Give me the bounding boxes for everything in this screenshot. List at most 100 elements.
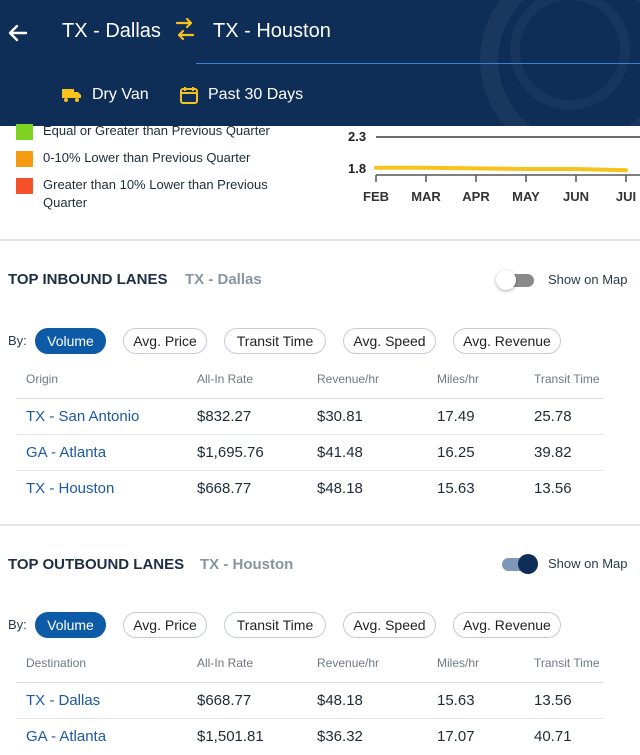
period-label: Past 30 Days xyxy=(208,86,304,103)
destination-market[interactable]: TX - Houston xyxy=(213,20,331,42)
column-header-rate[interactable]: All-In Rate xyxy=(197,372,254,386)
rate-trend-svg: 2.3 1.8 FEB MAR APR MAY JUN JUI xyxy=(348,129,640,204)
column-header-transit[interactable]: Transit Time xyxy=(534,656,600,670)
outbound-title: TOP OUTBOUND LANES xyxy=(8,556,185,573)
column-header-rate[interactable]: All-In Rate xyxy=(197,656,254,670)
column-header-transit[interactable]: Transit Time xyxy=(534,372,600,386)
legend-swatch xyxy=(16,178,33,194)
cell-miles: 15.63 xyxy=(437,692,475,709)
x-tick-label: MAR xyxy=(411,189,441,204)
column-header-destination[interactable]: Destination xyxy=(26,656,87,670)
legend-item-red: Greater than 10% Lower than Previous Qua… xyxy=(16,176,306,212)
lane-link[interactable]: TX - Dallas xyxy=(26,692,101,709)
x-tick-label: FEB xyxy=(363,189,389,204)
cell-revenue: $30.81 xyxy=(317,408,363,425)
cell-revenue: $36.32 xyxy=(317,728,363,745)
header-decoration-inner xyxy=(510,0,630,110)
origin-market[interactable]: TX - Dallas xyxy=(62,20,161,42)
section-divider xyxy=(0,524,640,526)
inbound-chip-transit-time[interactable]: Transit Time xyxy=(224,328,326,354)
outbound-map-toggle[interactable] xyxy=(498,554,538,574)
color-legend: Equal or Greater than Previous Quarter 0… xyxy=(16,122,306,221)
inbound-toggle-label: Show on Map xyxy=(548,272,628,287)
inbound-by-label: By: xyxy=(8,333,27,348)
column-header-miles[interactable]: Miles/hr xyxy=(437,656,480,670)
table-header: Origin All-In Rate Revenue/hr Miles/hr T… xyxy=(16,363,604,399)
cell-transit: 25.78 xyxy=(534,408,572,425)
equipment-label: Dry Van xyxy=(92,86,149,103)
outbound-toggle-label: Show on Map xyxy=(548,556,628,571)
section-divider xyxy=(0,239,640,241)
inbound-map-toggle[interactable] xyxy=(496,270,536,290)
y-tick-label: 1.8 xyxy=(348,161,366,176)
table-row[interactable]: GA - Atlanta $1,501.81 $36.32 17.07 40.7… xyxy=(16,719,604,755)
toggle-knob xyxy=(496,270,516,290)
table-row[interactable]: TX - Houston $668.77 $48.18 15.63 13.56 xyxy=(16,471,604,507)
inbound-title: TOP INBOUND LANES xyxy=(8,271,168,288)
legend-swatch xyxy=(16,151,33,167)
outbound-by-label: By: xyxy=(8,617,27,632)
cell-miles: 16.25 xyxy=(437,444,475,461)
calendar-icon xyxy=(180,87,198,104)
outbound-chip-avg-price[interactable]: Avg. Price xyxy=(123,612,207,638)
lane-link[interactable]: GA - Atlanta xyxy=(26,728,107,745)
outbound-chip-transit-time[interactable]: Transit Time xyxy=(224,612,326,638)
cell-rate: $668.77 xyxy=(197,480,252,497)
x-tick-label: MAY xyxy=(512,189,540,204)
inbound-subtitle: TX - Dallas xyxy=(185,271,262,288)
table-row[interactable]: TX - Dallas $668.77 $48.18 15.63 13.56 xyxy=(16,683,604,719)
outbound-chip-avg-revenue[interactable]: Avg. Revenue xyxy=(453,612,561,638)
series-line xyxy=(374,165,628,173)
cell-revenue: $41.48 xyxy=(317,444,363,461)
cell-miles: 17.07 xyxy=(437,728,475,745)
column-header-revenue[interactable]: Revenue/hr xyxy=(317,656,380,670)
outbound-subtitle: TX - Houston xyxy=(200,556,294,573)
column-header-miles[interactable]: Miles/hr xyxy=(437,372,480,386)
legend-label: Equal or Greater than Previous Quarter xyxy=(43,123,270,138)
cell-transit: 13.56 xyxy=(534,692,572,709)
app-header: TX - Dallas TX - Houston Dry Van Past 30… xyxy=(0,0,640,126)
lane-link[interactable]: GA - Atlanta xyxy=(26,444,107,461)
lane-link[interactable]: TX - San Antonio xyxy=(26,408,140,425)
legend-swatch xyxy=(16,124,33,140)
inbound-table: Origin All-In Rate Revenue/hr Miles/hr T… xyxy=(16,363,604,507)
cell-revenue: $48.18 xyxy=(317,692,363,709)
cell-transit: 13.56 xyxy=(534,480,572,497)
lane-link[interactable]: TX - Houston xyxy=(26,480,115,497)
inbound-chip-avg-revenue[interactable]: Avg. Revenue xyxy=(453,328,561,354)
table-row[interactable]: TX - San Antonio $832.27 $30.81 17.49 25… xyxy=(16,399,604,435)
back-arrow-icon[interactable] xyxy=(6,18,30,48)
y-tick-label: 2.3 xyxy=(348,129,366,144)
inbound-chip-avg-speed[interactable]: Avg. Speed xyxy=(343,328,436,354)
cell-rate: $1,695.76 xyxy=(197,444,264,461)
outbound-chip-volume[interactable]: Volume xyxy=(35,612,106,638)
legend-item-orange: 0-10% Lower than Previous Quarter xyxy=(16,149,306,167)
table-header: Destination All-In Rate Revenue/hr Miles… xyxy=(16,647,604,683)
truck-icon xyxy=(62,89,81,102)
cell-rate: $1,501.81 xyxy=(197,728,264,745)
x-tick-label: JUN xyxy=(563,189,589,204)
cell-miles: 15.63 xyxy=(437,480,475,497)
cell-transit: 40.71 xyxy=(534,728,572,745)
table-row[interactable]: GA - Atlanta $1,695.76 $41.48 16.25 39.8… xyxy=(16,435,604,471)
rate-trend-chart: 2.3 1.8 FEB MAR APR MAY JUN JUI xyxy=(340,122,640,222)
outbound-chip-avg-speed[interactable]: Avg. Speed xyxy=(343,612,436,638)
swap-lanes-icon[interactable] xyxy=(172,16,198,42)
toggle-knob xyxy=(518,554,538,574)
cell-miles: 17.49 xyxy=(437,408,475,425)
x-tick-label: APR xyxy=(462,189,490,204)
cell-transit: 39.82 xyxy=(534,444,572,461)
column-header-origin[interactable]: Origin xyxy=(26,372,59,386)
equipment-filter[interactable]: Dry Van xyxy=(62,86,149,104)
cell-revenue: $48.18 xyxy=(317,480,363,497)
column-header-revenue[interactable]: Revenue/hr xyxy=(317,372,380,386)
cell-rate: $832.27 xyxy=(197,408,252,425)
period-filter[interactable]: Past 30 Days xyxy=(180,86,303,104)
legend-label: 0-10% Lower than Previous Quarter xyxy=(43,150,251,165)
inbound-chip-avg-price[interactable]: Avg. Price xyxy=(123,328,207,354)
legend-item-green: Equal or Greater than Previous Quarter xyxy=(16,122,306,140)
inbound-chip-volume[interactable]: Volume xyxy=(35,328,106,354)
legend-label: Greater than 10% Lower than Previous Qua… xyxy=(43,177,268,210)
header-divider xyxy=(196,63,640,64)
cell-rate: $668.77 xyxy=(197,692,252,709)
